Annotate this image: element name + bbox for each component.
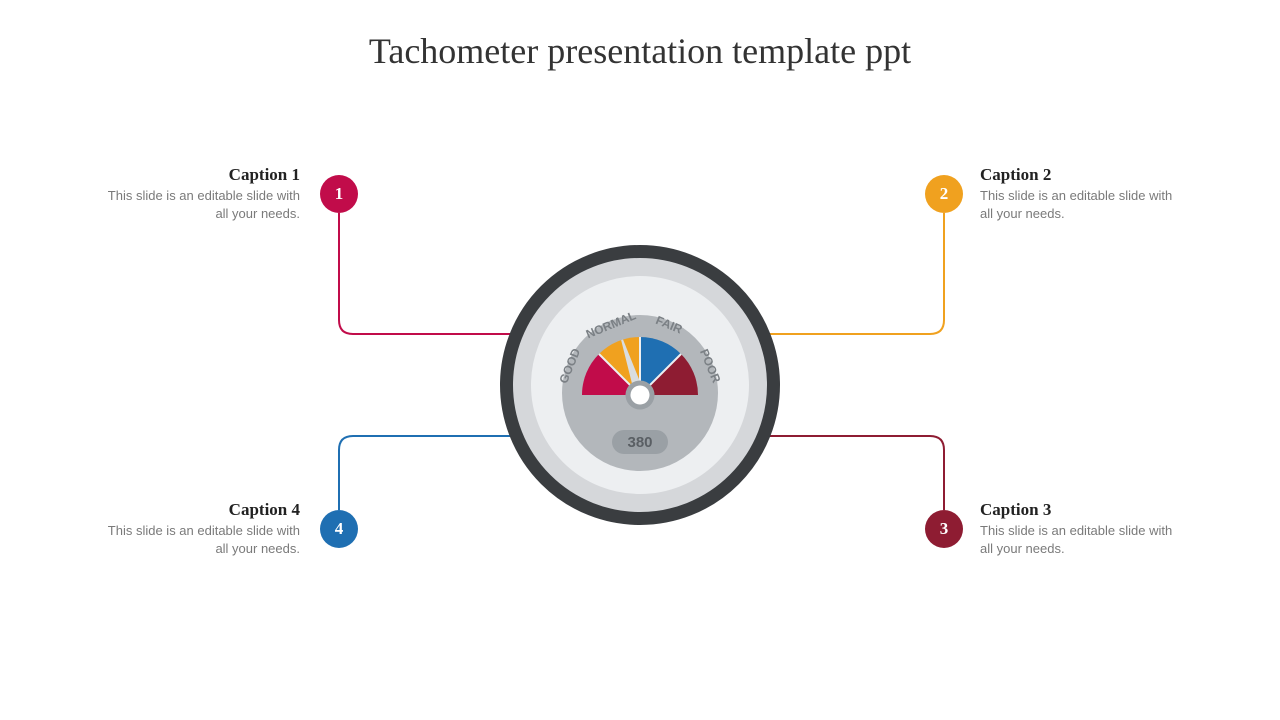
- caption-2: Caption 2 This slide is an editable slid…: [980, 165, 1180, 222]
- caption-1: Caption 1 This slide is an editable slid…: [100, 165, 300, 222]
- badge-3: 3: [925, 510, 963, 548]
- badge-2: 2: [925, 175, 963, 213]
- slide: Tachometer presentation template ppt Cap…: [0, 0, 1280, 720]
- caption-4-desc: This slide is an editable slide with all…: [100, 522, 300, 557]
- tachometer-gauge: GOODNORMALFAIRPOOR 380: [500, 245, 780, 525]
- caption-3-title: Caption 3: [980, 500, 1180, 520]
- caption-2-title: Caption 2: [980, 165, 1180, 185]
- caption-1-desc: This slide is an editable slide with all…: [100, 187, 300, 222]
- badge-4: 4: [320, 510, 358, 548]
- caption-4: Caption 4 This slide is an editable slid…: [100, 500, 300, 557]
- badge-1: 1: [320, 175, 358, 213]
- caption-1-title: Caption 1: [100, 165, 300, 185]
- slide-title: Tachometer presentation template ppt: [0, 30, 1280, 72]
- caption-3: Caption 3 This slide is an editable slid…: [980, 500, 1180, 557]
- caption-2-desc: This slide is an editable slide with all…: [980, 187, 1180, 222]
- caption-3-desc: This slide is an editable slide with all…: [980, 522, 1180, 557]
- caption-4-title: Caption 4: [100, 500, 300, 520]
- gauge-readout: 380: [627, 434, 652, 451]
